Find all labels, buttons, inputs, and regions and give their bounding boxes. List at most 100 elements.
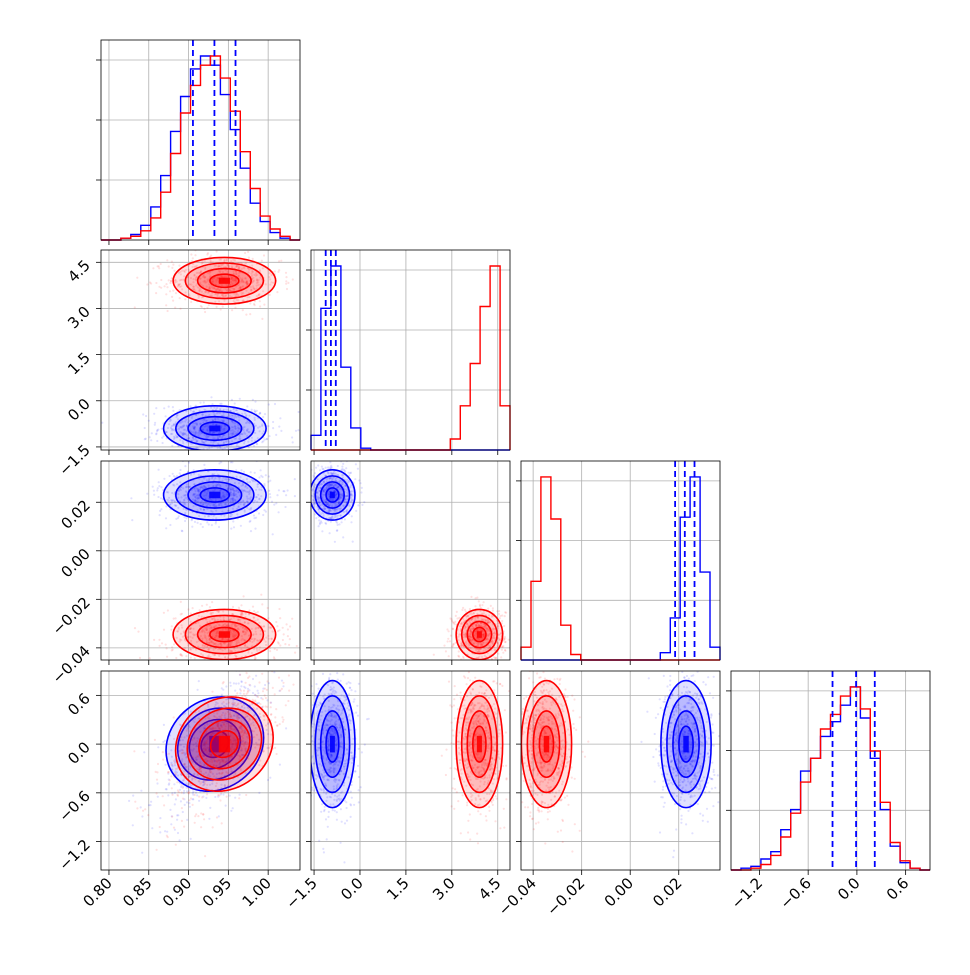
scatter-point-blue xyxy=(320,520,322,522)
scatter-point-blue xyxy=(144,438,146,440)
scatter-point-blue xyxy=(153,494,155,496)
scatter-point-red xyxy=(222,306,224,308)
scatter-point-blue xyxy=(345,467,347,469)
scatter-point-red xyxy=(284,643,286,645)
scatter-point-red xyxy=(185,655,187,657)
scatter-point-red xyxy=(497,653,499,655)
scatter-point-blue xyxy=(211,524,213,526)
scatter-point-blue xyxy=(172,410,174,412)
scatter-point-blue xyxy=(350,472,352,474)
scatter-point-red xyxy=(278,260,280,262)
scatter-point-red xyxy=(483,601,485,603)
scatter-point-red xyxy=(166,835,168,837)
scatter-point-blue xyxy=(152,486,154,488)
scatter-point-red xyxy=(242,309,244,311)
scatter-point-red xyxy=(171,646,173,648)
scatter-point-red xyxy=(179,724,181,726)
scatter-point-red xyxy=(225,667,227,669)
scatter-point-red xyxy=(168,265,170,267)
scatter-point-red xyxy=(285,283,287,285)
scatter-point-red xyxy=(206,604,208,606)
scatter-point-red xyxy=(492,607,494,609)
scatter-point-red xyxy=(160,287,162,289)
scatter-point-blue xyxy=(156,782,158,784)
scatter-point-red xyxy=(456,617,458,619)
scatter-point-blue xyxy=(267,481,269,483)
scatter-point-blue xyxy=(267,779,269,781)
scatter-point-blue xyxy=(296,667,298,669)
scatter-point-red xyxy=(248,609,250,611)
scatter-point-blue xyxy=(176,814,178,816)
scatter-point-red xyxy=(165,304,167,306)
scatter-point-blue xyxy=(274,403,276,405)
scatter-point-red xyxy=(292,278,294,280)
scatter-point-blue xyxy=(307,497,309,499)
scatter-point-blue xyxy=(268,403,270,405)
scatter-point-blue xyxy=(355,510,357,512)
scatter-point-red xyxy=(282,721,284,723)
scatter-point-blue xyxy=(309,473,311,475)
scatter-point-blue xyxy=(245,661,247,663)
scatter-point-blue xyxy=(307,519,309,521)
scatter-point-blue xyxy=(360,491,362,493)
scatter-point-blue xyxy=(198,680,200,682)
scatter-point-red xyxy=(460,671,462,673)
scatter-point-red xyxy=(488,671,490,673)
scatter-point-red xyxy=(462,656,464,658)
scatter-point-blue xyxy=(295,471,297,473)
scatter-point-blue xyxy=(267,425,269,427)
scatter-point-blue xyxy=(269,493,271,495)
scatter-point-blue xyxy=(160,497,162,499)
scatter-point-red xyxy=(449,640,451,642)
scatter-point-blue xyxy=(263,483,265,485)
scatter-point-red xyxy=(296,645,298,647)
scatter-point-blue xyxy=(174,829,176,831)
scatter-point-red xyxy=(175,617,177,619)
scatter-point-blue xyxy=(361,504,363,506)
scatter-point-red xyxy=(182,798,184,800)
scatter-point-blue xyxy=(357,504,359,506)
scatter-point-red xyxy=(136,807,138,809)
scatter-point-red xyxy=(250,661,252,663)
scatter-point-blue xyxy=(175,798,177,800)
scatter-point-red xyxy=(231,309,233,311)
scatter-point-red xyxy=(232,606,234,608)
scatter-point-red xyxy=(165,293,167,295)
scatter-point-red xyxy=(146,283,148,285)
scatter-point-red xyxy=(476,661,478,663)
scatter-point-blue xyxy=(330,465,332,467)
scatter-point-blue xyxy=(264,684,266,686)
scatter-point-red xyxy=(448,667,450,669)
scatter-point-blue xyxy=(276,494,278,496)
scatter-point-blue xyxy=(280,430,282,432)
scatter-point-blue xyxy=(301,478,303,480)
panel-p1-p4 xyxy=(96,636,307,875)
scatter-point-red xyxy=(276,291,278,293)
scatter-point-red xyxy=(179,297,181,299)
scatter-point-blue xyxy=(294,478,296,480)
scatter-point-red xyxy=(451,618,453,620)
scatter-point-red xyxy=(159,645,161,647)
scatter-point-blue xyxy=(247,688,249,690)
scatter-point-blue xyxy=(160,508,162,510)
scatter-point-blue xyxy=(268,475,270,477)
scatter-point-red xyxy=(149,657,151,659)
scatter-point-blue xyxy=(182,456,184,458)
scatter-point-blue xyxy=(284,506,286,508)
scatter-point-blue xyxy=(253,445,255,447)
scatter-point-blue xyxy=(232,520,234,522)
scatter-point-red xyxy=(504,615,506,617)
scatter-point-red xyxy=(191,788,193,790)
scatter-point-red xyxy=(269,294,271,296)
scatter-point-blue xyxy=(172,406,174,408)
scatter-point-blue xyxy=(151,827,153,829)
scatter-point-red xyxy=(171,267,173,269)
scatter-point-blue xyxy=(229,795,231,797)
scatter-point-blue xyxy=(363,501,365,503)
scatter-point-blue xyxy=(305,494,307,496)
scatter-point-red xyxy=(517,629,519,631)
scatter-point-blue xyxy=(285,494,287,496)
scatter-point-red xyxy=(181,807,183,809)
scatter-point-blue xyxy=(183,792,185,794)
scatter-point-blue xyxy=(155,432,157,434)
